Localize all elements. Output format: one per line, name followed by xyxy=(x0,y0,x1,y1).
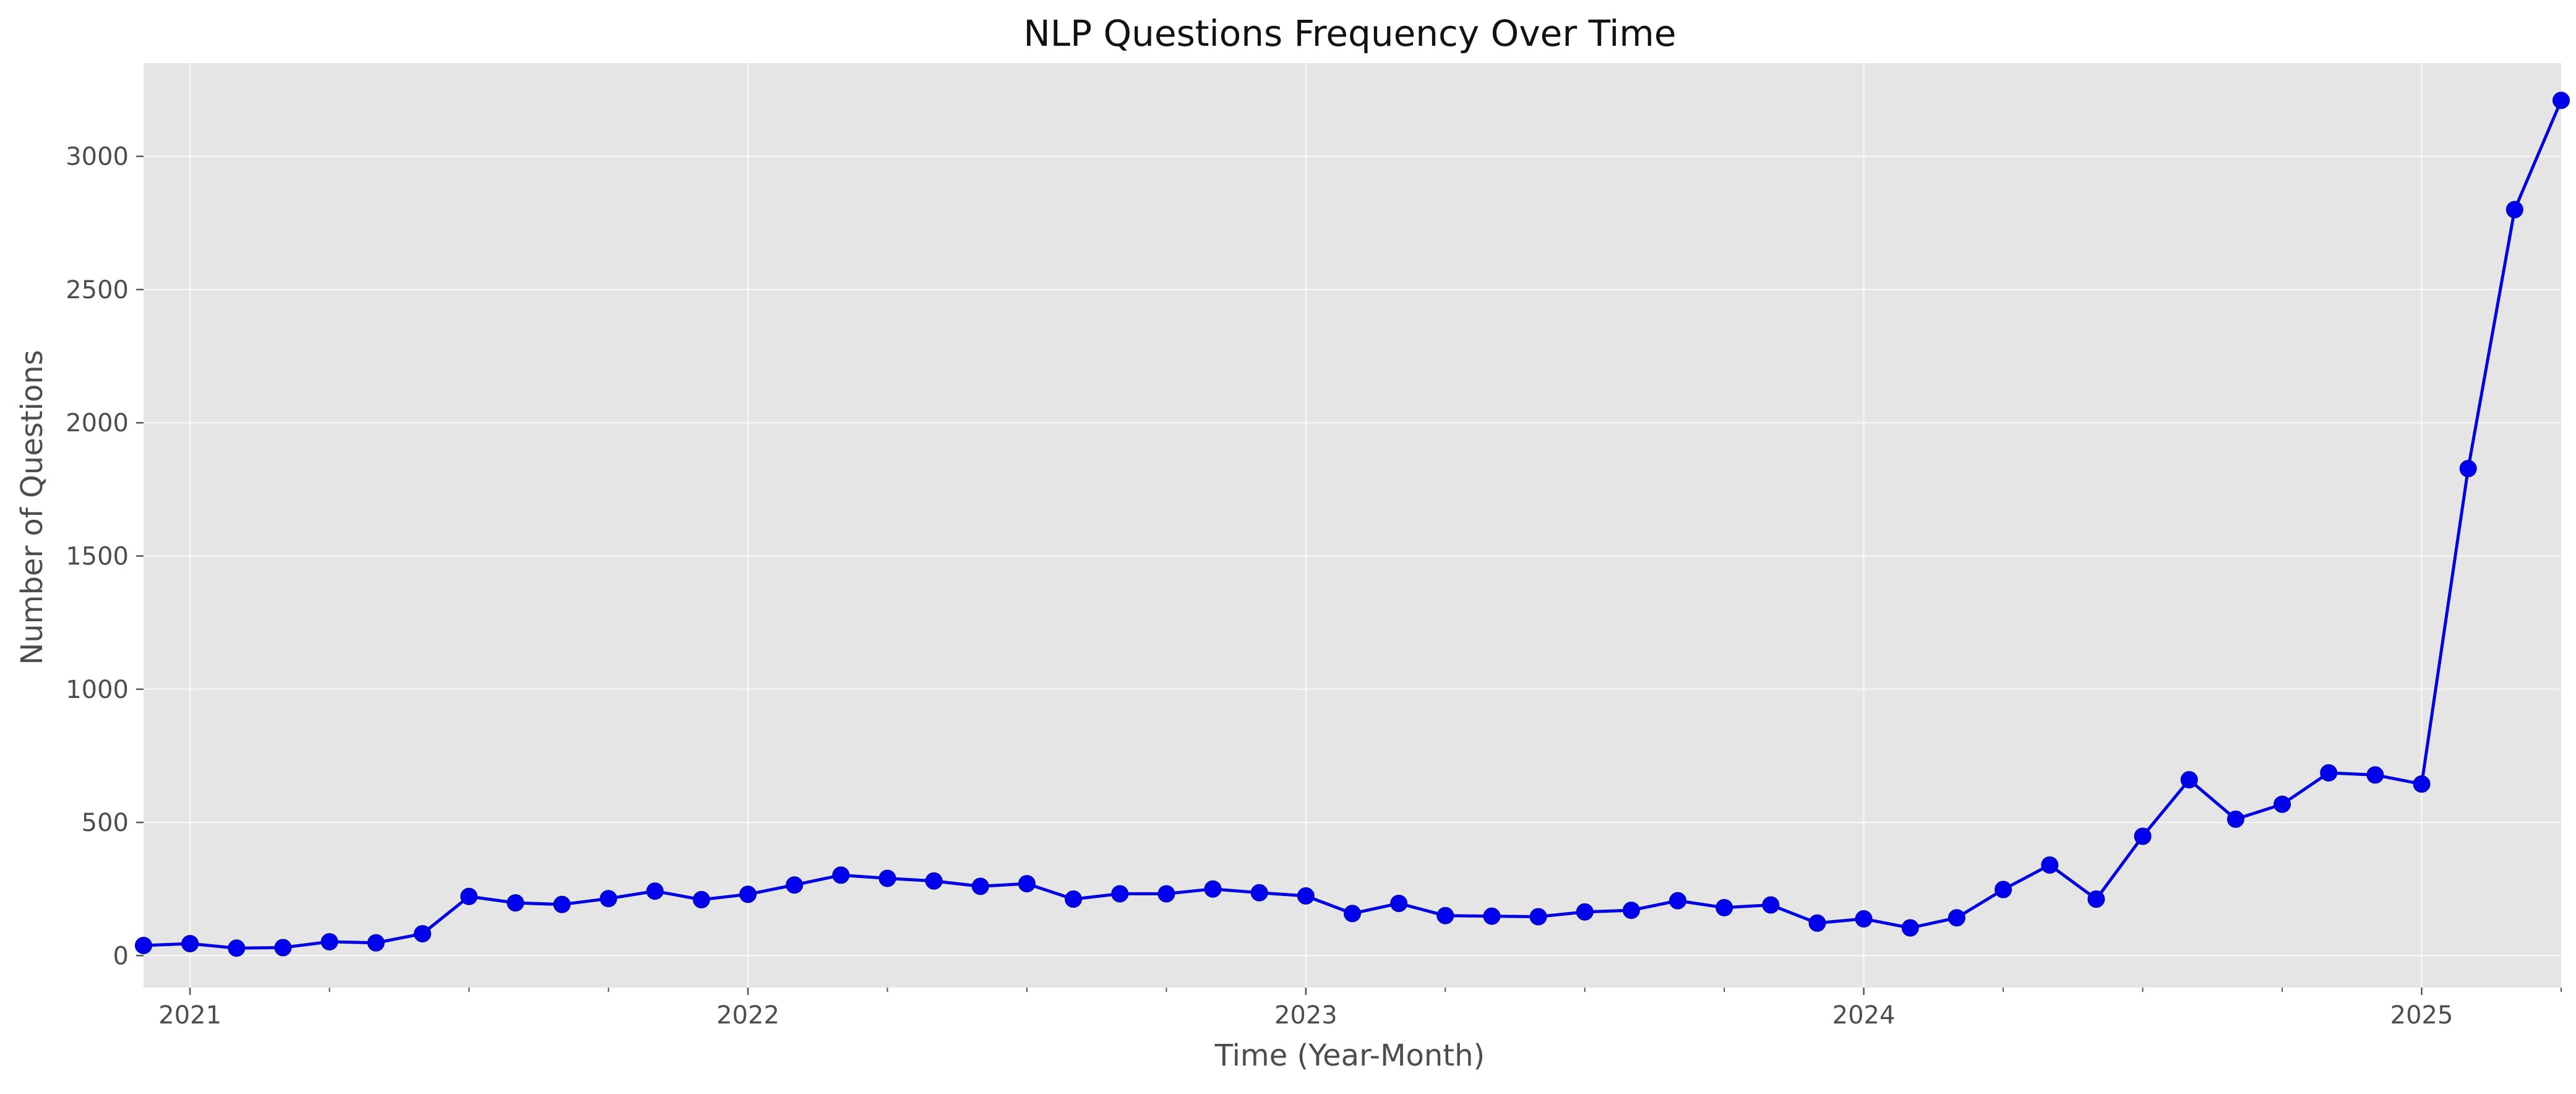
data-point xyxy=(1669,892,1687,910)
data-point xyxy=(2180,771,2198,789)
data-point xyxy=(971,877,989,895)
data-point xyxy=(646,882,664,900)
x-tick-label: 2025 xyxy=(2390,1001,2454,1030)
data-point xyxy=(599,890,617,908)
y-tick-label: 1000 xyxy=(66,676,129,704)
axis-layer: 0 500 1000 1500 2000 2500 3000 2021 2022 2023 2024… xyxy=(66,143,2562,1030)
data-point xyxy=(2459,460,2477,478)
data-point xyxy=(1762,896,1780,914)
data-point xyxy=(1436,907,1454,924)
data-point xyxy=(274,939,292,957)
y-tick-label: 3000 xyxy=(66,143,129,171)
data-point xyxy=(1483,907,1501,925)
x-tick-label: 2024 xyxy=(1832,1001,1896,1030)
data-point xyxy=(832,866,850,884)
data-point xyxy=(2134,827,2152,845)
data-point xyxy=(739,885,757,903)
data-point xyxy=(1344,905,1361,923)
data-point xyxy=(553,895,571,913)
x-tick-label: 2021 xyxy=(158,1001,221,1030)
data-point xyxy=(1808,914,1826,932)
data-point xyxy=(413,925,431,943)
series-layer xyxy=(135,92,2570,957)
data-point xyxy=(2366,766,2384,784)
data-point xyxy=(1901,919,1919,937)
data-point xyxy=(786,876,804,894)
data-point xyxy=(2226,810,2244,828)
y-axis-label: Number of Questions xyxy=(15,350,49,665)
data-point xyxy=(1157,885,1175,903)
x-tick-label: 2022 xyxy=(716,1001,779,1030)
data-point xyxy=(1018,875,1036,893)
data-point xyxy=(2087,890,2105,908)
data-point xyxy=(1250,884,1268,902)
plot-background xyxy=(144,63,2561,988)
data-point xyxy=(507,894,525,912)
x-axis-label: Time (Year-Month) xyxy=(1214,1038,1485,1073)
x-tick-label: 2023 xyxy=(1274,1001,1337,1030)
data-point xyxy=(1855,910,1873,928)
data-point xyxy=(1576,903,1594,921)
data-point xyxy=(181,934,199,952)
y-tick-label: 500 xyxy=(82,809,129,837)
data-point xyxy=(1994,881,2012,898)
data-point xyxy=(1111,885,1129,903)
data-point xyxy=(367,934,385,952)
y-tick-label: 2500 xyxy=(66,276,129,304)
data-point xyxy=(1529,908,1547,926)
data-point xyxy=(1297,887,1315,905)
data-point xyxy=(1715,898,1733,916)
data-point xyxy=(320,932,338,950)
data-point xyxy=(878,869,896,887)
y-tick-label: 0 xyxy=(113,942,129,970)
y-tick-label: 2000 xyxy=(66,409,129,437)
data-point xyxy=(1204,880,1222,898)
data-point xyxy=(2273,795,2291,813)
data-point xyxy=(1622,902,1640,920)
data-point xyxy=(2320,764,2338,782)
data-point xyxy=(925,872,943,890)
data-point xyxy=(2505,200,2523,218)
data-point xyxy=(1390,894,1408,912)
chart-title: NLP Questions Frequency Over Time xyxy=(1023,12,1676,54)
data-point xyxy=(135,936,152,954)
data-point xyxy=(228,939,246,957)
data-point xyxy=(692,890,710,908)
data-point xyxy=(1065,890,1083,908)
data-point xyxy=(1948,909,1965,927)
grid-layer xyxy=(144,63,2561,988)
data-point xyxy=(2413,775,2431,793)
data-point xyxy=(2041,856,2059,874)
data-point xyxy=(460,887,478,905)
data-point xyxy=(2552,92,2570,110)
y-tick-label: 1500 xyxy=(66,543,129,571)
